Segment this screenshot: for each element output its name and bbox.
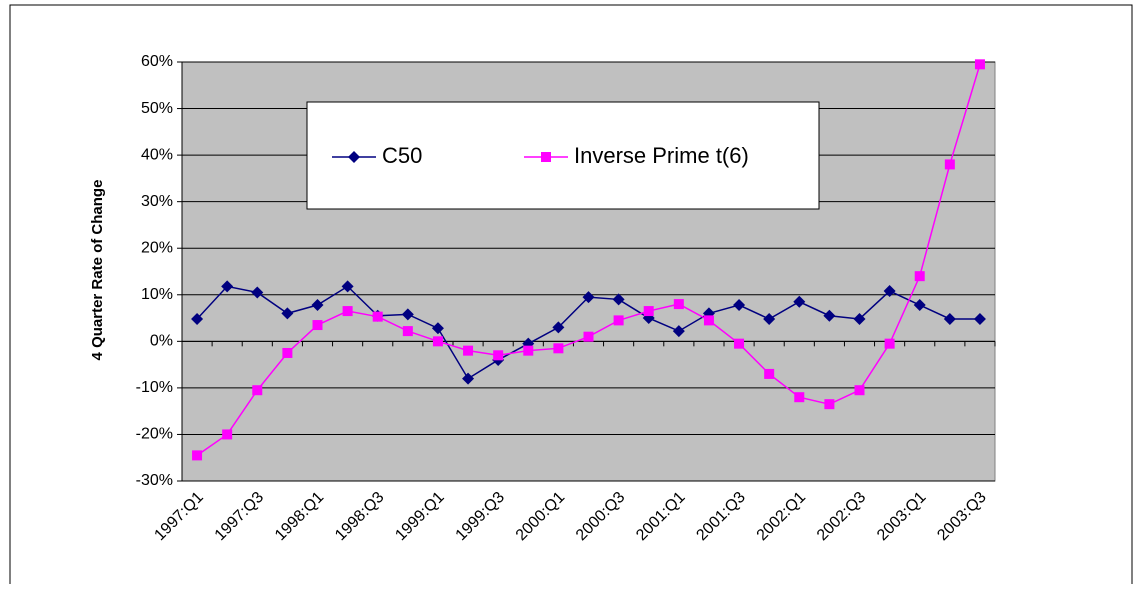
data-point xyxy=(794,392,805,403)
data-point xyxy=(672,325,685,338)
data-point xyxy=(523,345,534,356)
data-point xyxy=(884,338,895,349)
legend-label: C50 xyxy=(382,143,422,168)
data-point xyxy=(222,429,233,440)
y-tick-label: 30% xyxy=(141,193,173,210)
data-point xyxy=(974,59,985,70)
y-tick-label: 60% xyxy=(141,53,173,70)
data-point xyxy=(462,372,475,385)
data-point xyxy=(853,312,866,325)
data-point xyxy=(913,299,926,312)
data-point xyxy=(703,315,714,326)
legend-label: Inverse Prime t(6) xyxy=(574,143,749,168)
data-point xyxy=(282,347,293,358)
legend-marker xyxy=(541,152,551,162)
data-point xyxy=(583,331,594,342)
data-point xyxy=(943,312,956,325)
data-point xyxy=(643,306,654,317)
data-point xyxy=(311,299,324,312)
data-point xyxy=(914,271,925,282)
y-tick-label: 50% xyxy=(141,100,173,117)
y-tick-label: -10% xyxy=(136,379,173,396)
data-point xyxy=(192,450,203,461)
data-point xyxy=(191,312,204,325)
y-tick-label: -30% xyxy=(136,472,173,489)
data-point xyxy=(673,299,684,310)
data-point xyxy=(251,286,264,299)
data-point xyxy=(552,321,565,334)
y-axis-label: 4 Quarter Rate of Change xyxy=(89,180,106,361)
data-point xyxy=(824,399,835,410)
data-point xyxy=(764,368,775,379)
data-point xyxy=(341,280,354,293)
data-point xyxy=(763,312,776,325)
data-point xyxy=(854,385,865,396)
data-point xyxy=(431,322,444,335)
data-point xyxy=(372,311,383,322)
data-point xyxy=(553,343,564,354)
data-point xyxy=(312,320,323,331)
data-point xyxy=(221,280,234,293)
data-point xyxy=(734,338,745,349)
y-tick-label: 20% xyxy=(141,239,173,256)
y-tick-label: 10% xyxy=(141,286,173,303)
data-point xyxy=(733,299,746,312)
legend-marker xyxy=(348,151,360,163)
data-point xyxy=(493,350,504,361)
y-tick-label: 40% xyxy=(141,146,173,163)
data-point xyxy=(883,285,896,298)
data-point xyxy=(252,385,263,396)
data-point xyxy=(793,295,806,308)
data-point xyxy=(612,293,625,306)
data-point xyxy=(432,336,443,347)
data-point xyxy=(823,309,836,322)
data-point xyxy=(342,306,353,317)
data-point xyxy=(944,159,955,170)
data-point xyxy=(582,291,595,304)
y-tick-label: 0% xyxy=(150,333,173,350)
data-point xyxy=(973,312,986,325)
data-point xyxy=(613,315,624,326)
y-tick-label: -20% xyxy=(136,426,173,443)
data-point xyxy=(463,345,474,356)
legend-box xyxy=(306,101,820,210)
data-point xyxy=(281,307,294,320)
data-point xyxy=(401,308,414,321)
data-point xyxy=(402,326,413,337)
